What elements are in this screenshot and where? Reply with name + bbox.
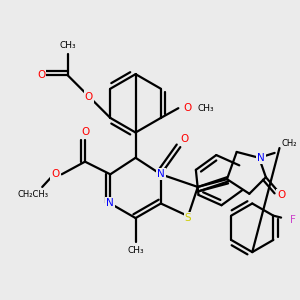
Text: O: O: [52, 169, 60, 179]
Text: O: O: [81, 128, 89, 137]
Text: O: O: [277, 190, 286, 200]
Text: N: N: [157, 169, 165, 179]
Text: CH₃: CH₃: [198, 104, 214, 113]
Text: CH₃: CH₃: [59, 41, 76, 50]
Text: CH₂CH₃: CH₂CH₃: [17, 190, 48, 199]
Text: N: N: [106, 199, 114, 208]
Text: CH₂: CH₂: [281, 139, 297, 148]
Text: N: N: [257, 153, 265, 163]
Text: CH₃: CH₃: [127, 246, 144, 255]
Text: O: O: [37, 70, 45, 80]
Text: O: O: [183, 103, 191, 113]
Text: O: O: [85, 92, 93, 101]
Text: O: O: [180, 134, 188, 144]
Text: S: S: [185, 213, 191, 223]
Text: F: F: [290, 215, 296, 226]
